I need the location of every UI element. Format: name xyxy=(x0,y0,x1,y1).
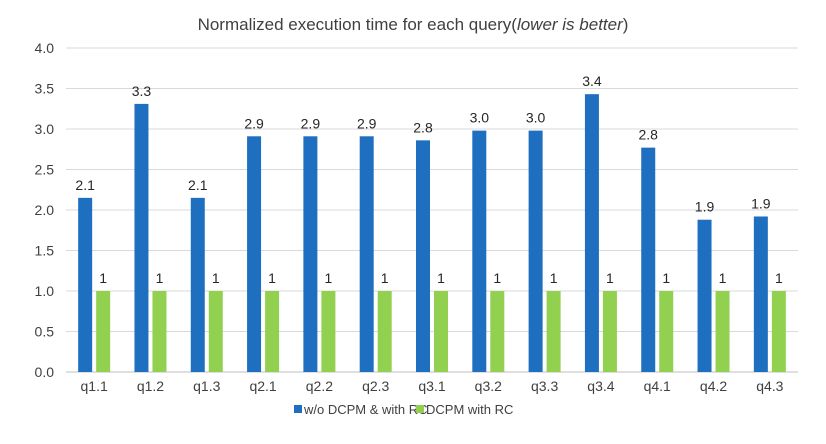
bar-without-dcpm xyxy=(584,94,599,373)
x-tick-label: q1.1 xyxy=(81,378,108,394)
bar-dcpm xyxy=(715,291,730,372)
bar-dcpm xyxy=(152,291,167,372)
data-label: 1 xyxy=(493,270,501,286)
bar-without-dcpm xyxy=(303,136,318,372)
chart-title-italic: lower is better xyxy=(517,15,624,34)
x-tick-label: q4.3 xyxy=(756,378,783,394)
bar-without-dcpm xyxy=(359,136,374,372)
data-label: 2.9 xyxy=(357,115,377,131)
data-label: 1 xyxy=(437,270,445,286)
y-tick-label: 4.0 xyxy=(35,40,55,56)
y-tick-label: 3.0 xyxy=(35,121,55,137)
data-label: 1.9 xyxy=(695,199,715,215)
data-label: 1.9 xyxy=(751,195,771,211)
y-tick-label: 1.5 xyxy=(35,243,55,259)
y-tick-label: 2.5 xyxy=(35,162,55,178)
x-tick-label: q2.1 xyxy=(249,378,276,394)
chart-title: Normalized execution time for each query… xyxy=(198,15,629,34)
legend-swatch xyxy=(416,405,424,413)
y-tick-label: 0.0 xyxy=(35,364,55,380)
gridlines xyxy=(66,47,798,373)
x-axis-ticks: q1.1 q1.2 q1.3 q2.1 q2.2 q2.3 q3.1 q3.2 q3.3 q3.4… xyxy=(81,378,784,394)
data-label: 1 xyxy=(550,270,558,286)
data-label: 1 xyxy=(324,270,332,286)
x-tick-label: q1.3 xyxy=(193,378,220,394)
bar-dcpm xyxy=(659,291,674,372)
legend-label: w/o DCPM & with RC xyxy=(303,402,428,417)
bar-dcpm xyxy=(546,291,561,372)
data-label: 1 xyxy=(662,270,670,286)
data-label: 2.9 xyxy=(301,115,321,131)
data-label: 1 xyxy=(606,270,614,286)
x-tick-label: q3.4 xyxy=(587,378,614,394)
bar-dcpm xyxy=(208,291,223,372)
y-tick-label: 0.5 xyxy=(35,324,55,340)
data-label: 1 xyxy=(719,270,727,286)
x-tick-label: q3.2 xyxy=(475,378,502,394)
x-tick-label: q2.2 xyxy=(306,378,333,394)
bar-dcpm xyxy=(434,291,448,372)
data-label: 3.0 xyxy=(470,110,490,126)
x-tick-label: q2.3 xyxy=(362,378,389,394)
x-tick-label: q3.1 xyxy=(418,378,445,394)
data-label: 2.1 xyxy=(188,177,208,193)
data-label: 2.9 xyxy=(244,115,264,131)
x-tick-label: q4.1 xyxy=(644,378,671,394)
data-labels: 2.1 1 3.3 1 2.1 1 2.9 1 2.9 1 2.9 1 2.8 1 3.0 1 3.0 1 3.4 1… xyxy=(75,73,783,286)
bar-without-dcpm xyxy=(641,147,656,372)
y-tick-label: 1.0 xyxy=(35,283,55,299)
legend-label: DCPM with RC xyxy=(426,402,513,417)
y-axis-ticks: 0.0 0.5 1.0 1.5 2.0 2.5 3.0 3.5 4.0 xyxy=(35,40,55,380)
bar-without-dcpm xyxy=(416,140,430,372)
bar-dcpm xyxy=(377,291,392,372)
bar-without-dcpm xyxy=(134,103,149,372)
data-label: 2.8 xyxy=(413,119,433,135)
data-label: 2.1 xyxy=(75,177,95,193)
x-tick-label: q4.2 xyxy=(700,378,727,394)
bar-without-dcpm xyxy=(472,130,487,372)
data-label: 1 xyxy=(99,270,107,286)
bar-without-dcpm xyxy=(528,130,543,372)
data-label: 1 xyxy=(268,270,276,286)
data-label: 3.0 xyxy=(526,110,546,126)
chart-title-main: Normalized execution time for each query… xyxy=(198,15,518,34)
bar-dcpm xyxy=(490,291,505,372)
bar-dcpm xyxy=(265,291,280,372)
data-label: 1 xyxy=(775,270,783,286)
bar-without-dcpm xyxy=(247,136,262,372)
bar-without-dcpm xyxy=(78,197,93,372)
chart-title-end: ) xyxy=(623,15,629,34)
data-label: 3.4 xyxy=(582,73,602,89)
legend-swatch xyxy=(294,405,302,413)
bar-dcpm xyxy=(771,291,786,372)
data-label: 1 xyxy=(156,270,164,286)
y-tick-label: 2.0 xyxy=(35,202,55,218)
bar-without-dcpm xyxy=(190,197,205,372)
bars xyxy=(78,94,786,373)
bar-dcpm xyxy=(321,291,336,372)
bar-dcpm xyxy=(602,291,617,372)
bar-without-dcpm xyxy=(753,216,768,372)
y-tick-label: 3.5 xyxy=(35,81,55,97)
data-label: 3.3 xyxy=(132,83,152,99)
data-label: 2.8 xyxy=(638,127,658,143)
bar-dcpm xyxy=(96,291,111,372)
bar-without-dcpm xyxy=(697,219,712,372)
data-label: 1 xyxy=(212,270,220,286)
x-tick-label: q3.3 xyxy=(531,378,558,394)
x-tick-label: q1.2 xyxy=(137,378,164,394)
data-label: 1 xyxy=(381,270,389,286)
